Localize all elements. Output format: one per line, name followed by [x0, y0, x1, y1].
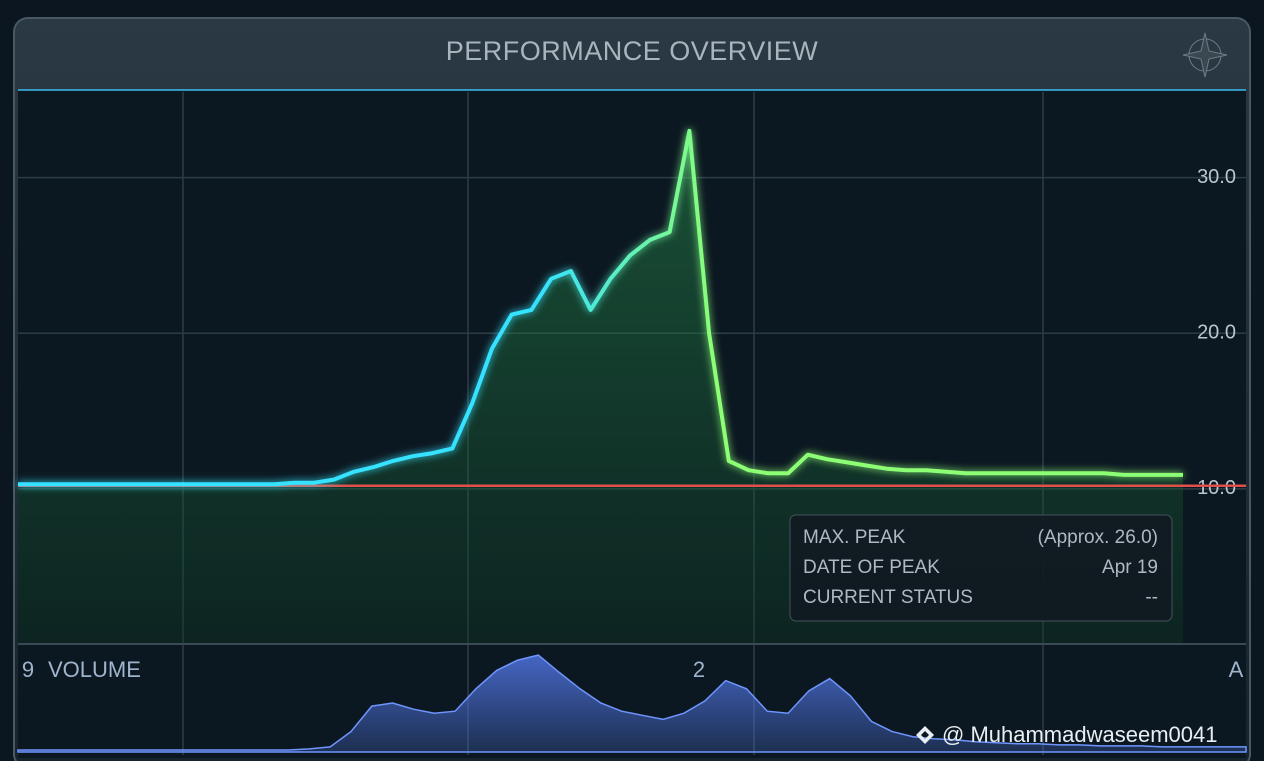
compass-icon	[1182, 32, 1228, 78]
tooltip-value: --	[1145, 587, 1158, 608]
watermark: @ Muhammadwaseem0041	[942, 722, 1217, 747]
tooltip-value: (Approx. 26.0)	[1038, 527, 1158, 548]
y-tick-label: 30.0	[1197, 166, 1236, 188]
y-tick-label: 10.0	[1197, 477, 1236, 499]
x-tick-label: 2	[693, 657, 705, 682]
x-tick-label: 9	[22, 657, 34, 682]
title: PERFORMANCE OVERVIEW	[446, 36, 819, 66]
volume-label: VOLUME	[48, 657, 141, 682]
tooltip-label: MAX. PEAK	[803, 527, 906, 548]
line	[18, 128, 1183, 487]
volume-area	[17, 654, 1247, 753]
tooltip-label: DATE OF PEAK	[803, 557, 940, 578]
watermark-icon	[916, 726, 934, 744]
tooltip	[789, 514, 1173, 622]
x-tick-label: A	[1229, 657, 1244, 682]
tooltip-label: CURRENT STATUS	[803, 587, 973, 608]
y-tick-label: 20.0	[1197, 322, 1236, 344]
tooltip-value: Apr 19	[1102, 557, 1158, 578]
